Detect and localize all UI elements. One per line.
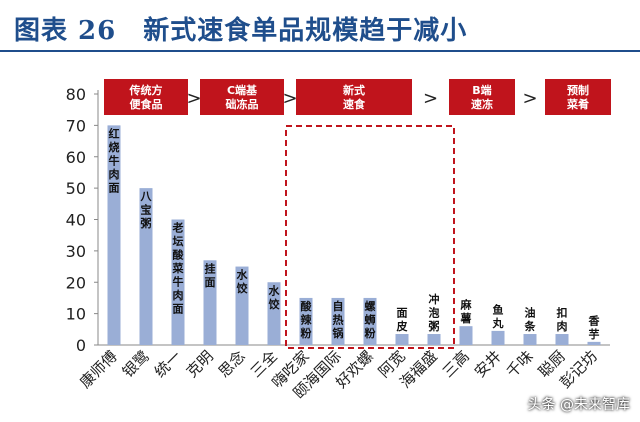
y-tick-label-1: 10	[66, 305, 86, 324]
bar-0	[107, 125, 121, 345]
segment-arrow-0: >	[186, 88, 201, 109]
x-tick-label-11: 三高	[439, 347, 473, 381]
bar-12	[491, 330, 505, 345]
bar-label-13: 油条	[524, 306, 537, 334]
title-divider	[0, 50, 640, 52]
segment-box-2	[296, 79, 412, 115]
bar-5	[267, 282, 281, 345]
x-tick-label-12: 安井	[471, 347, 505, 381]
segment-label-2: 新式速食	[343, 83, 366, 111]
bar-1	[139, 188, 153, 345]
x-tick-label-8: 好欢螺	[332, 347, 377, 392]
bar-label-11: 麻薯	[460, 298, 473, 326]
figure-title: 图表 26 新式速食单品规模趋于减小	[14, 16, 468, 46]
bar-label-12: 鱼丸	[492, 302, 505, 330]
segment-arrow-2: >	[423, 88, 438, 109]
bar-7	[331, 297, 345, 345]
bar-9	[395, 334, 409, 345]
segment-label-4: 预制菜肴	[566, 83, 589, 111]
y-tick-label-3: 30	[66, 242, 86, 261]
x-tick-label-4: 思念	[215, 347, 249, 381]
bar-13	[523, 334, 537, 345]
segment-box-3	[449, 79, 515, 115]
y-tick-label-4: 40	[66, 211, 86, 230]
x-tick-label-1: 银鹭	[119, 347, 153, 381]
bar-label-9: 面皮	[396, 307, 408, 334]
bar-2	[171, 219, 185, 345]
segment-label-3: B端速冻	[471, 83, 493, 111]
y-tick-label-6: 60	[66, 148, 86, 167]
segment-arrow-3: >	[522, 88, 537, 109]
bar-15	[587, 341, 601, 345]
bar-11	[459, 326, 473, 345]
x-tick-label-2: 统一	[151, 347, 185, 381]
figure-header: 图表 26 新式速食单品规模趋于减小	[0, 0, 640, 58]
bar-label-10: 冲泡粥	[429, 292, 440, 333]
y-tick-label-7: 70	[66, 116, 86, 135]
bar-chart: 01020304050607080红烧牛肉面康师傅八宝粥银鹭老坛酸菜牛肉面统一挂…	[66, 79, 611, 402]
segment-label-0: 传统方便食品	[129, 83, 163, 111]
x-tick-label-15: 彭记坊	[556, 347, 601, 392]
bar-label-14: 扣肉	[557, 306, 568, 334]
bar-label-8: 螺蛳粉	[365, 299, 376, 340]
y-tick-label-2: 20	[66, 273, 86, 292]
segment-label-1: C端基础冻品	[226, 83, 259, 111]
highlight-box	[285, 125, 455, 349]
x-tick-label-13: 千味	[503, 347, 537, 381]
y-tick-label-8: 80	[66, 85, 86, 104]
bar-label-4: 水饺	[237, 268, 249, 296]
bar-label-5: 水饺	[269, 283, 281, 311]
bar-label-0: 红烧牛肉面	[109, 126, 120, 194]
segment-box-1	[200, 79, 284, 115]
bar-3	[203, 260, 217, 345]
bar-label-3: 挂面	[205, 261, 216, 289]
bar-label-7: 自热锅	[333, 299, 344, 340]
segment-arrow-1: >	[282, 88, 297, 109]
bar-10	[427, 334, 441, 345]
bar-label-2: 老坛酸菜牛肉面	[172, 221, 185, 316]
y-tick-label-0: 0	[76, 336, 86, 355]
bar-8	[363, 297, 377, 345]
bar-14	[555, 334, 569, 345]
watermark: 头条 @未来智库	[527, 397, 630, 413]
y-tick-label-5: 50	[66, 179, 86, 198]
bar-label-1: 八宝粥	[140, 190, 153, 230]
bar-label-15: 香芋	[588, 313, 601, 341]
segment-box-4	[545, 79, 611, 115]
bar-6	[299, 297, 313, 345]
x-tick-label-10: 海福盛	[396, 347, 441, 392]
segment-box-0	[104, 79, 188, 115]
bar-4	[235, 266, 249, 345]
bar-label-6: 酸辣粉	[301, 299, 313, 340]
x-tick-label-3: 克明	[183, 347, 217, 381]
